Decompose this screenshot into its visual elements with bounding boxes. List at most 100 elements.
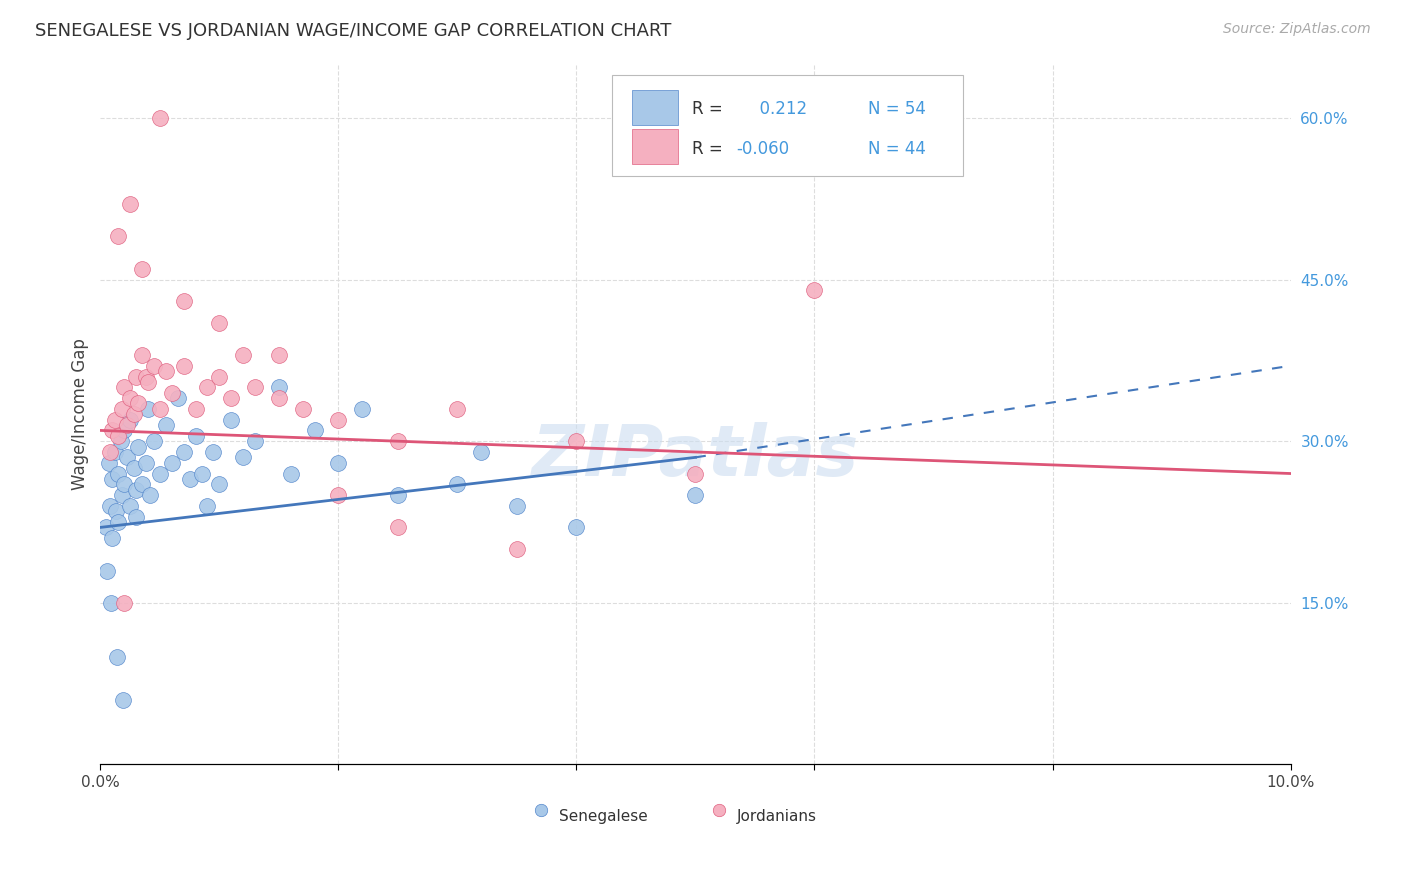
Bar xyxy=(633,90,678,125)
Point xyxy=(150,758,173,772)
Point xyxy=(208,369,231,384)
Point xyxy=(127,440,149,454)
Point xyxy=(232,450,254,465)
Point xyxy=(155,364,177,378)
Point xyxy=(115,450,138,465)
Point xyxy=(97,456,120,470)
Point xyxy=(122,407,145,421)
Point xyxy=(134,758,156,772)
Point xyxy=(104,412,127,426)
Point xyxy=(125,483,148,497)
Point xyxy=(387,434,409,449)
Point xyxy=(96,520,118,534)
Point xyxy=(149,467,172,481)
Point xyxy=(107,515,129,529)
Point xyxy=(166,391,188,405)
Text: N = 44: N = 44 xyxy=(868,140,927,158)
Point xyxy=(98,445,121,459)
Point xyxy=(506,541,529,556)
Point xyxy=(112,596,135,610)
Point xyxy=(127,396,149,410)
Point xyxy=(243,434,266,449)
Point xyxy=(197,380,219,394)
Point xyxy=(149,401,172,416)
Point xyxy=(104,445,127,459)
Point xyxy=(685,488,707,502)
Point xyxy=(291,401,314,416)
Point xyxy=(197,499,219,513)
Point xyxy=(125,369,148,384)
Point xyxy=(267,391,290,405)
Point xyxy=(243,380,266,394)
Point xyxy=(136,401,159,416)
Point xyxy=(803,283,825,297)
Point xyxy=(111,488,134,502)
Point xyxy=(470,445,492,459)
Point xyxy=(105,649,128,664)
Point xyxy=(136,375,159,389)
Point xyxy=(173,445,195,459)
Text: Source: ZipAtlas.com: Source: ZipAtlas.com xyxy=(1223,22,1371,37)
Point xyxy=(131,348,153,362)
Text: SENEGALESE VS JORDANIAN WAGE/INCOME GAP CORRELATION CHART: SENEGALESE VS JORDANIAN WAGE/INCOME GAP … xyxy=(35,22,672,40)
Point xyxy=(131,261,153,276)
Point xyxy=(160,456,183,470)
Point xyxy=(565,434,588,449)
Point xyxy=(179,472,201,486)
Point xyxy=(112,477,135,491)
Point xyxy=(135,456,157,470)
Point xyxy=(122,461,145,475)
Point xyxy=(280,467,302,481)
Text: R =: R = xyxy=(692,140,723,158)
Point xyxy=(107,467,129,481)
Point xyxy=(208,477,231,491)
Point xyxy=(120,499,142,513)
Point xyxy=(104,504,127,518)
Point xyxy=(112,380,135,394)
Point xyxy=(446,477,468,491)
Point xyxy=(232,348,254,362)
Point xyxy=(267,380,290,394)
Point xyxy=(101,424,124,438)
Point xyxy=(160,385,183,400)
Point xyxy=(446,401,468,416)
Bar xyxy=(633,129,678,164)
Point xyxy=(139,488,162,502)
Point xyxy=(115,418,138,433)
Point xyxy=(149,111,172,125)
Point xyxy=(328,456,350,470)
Point xyxy=(387,488,409,502)
Point xyxy=(125,509,148,524)
Point xyxy=(98,499,121,513)
Point xyxy=(685,467,707,481)
Point xyxy=(131,477,153,491)
Point xyxy=(111,693,134,707)
Point xyxy=(110,434,132,449)
Point xyxy=(96,564,118,578)
Point xyxy=(173,294,195,309)
Point xyxy=(100,596,122,610)
Point xyxy=(142,434,165,449)
Point xyxy=(120,197,142,211)
Point xyxy=(304,424,326,438)
Point xyxy=(101,531,124,545)
Point xyxy=(142,359,165,373)
Text: ZIPatlas: ZIPatlas xyxy=(531,422,859,491)
Point xyxy=(107,229,129,244)
Point xyxy=(184,429,207,443)
Point xyxy=(219,412,242,426)
Text: N = 54: N = 54 xyxy=(868,101,927,119)
Point xyxy=(112,424,135,438)
Point xyxy=(120,412,142,426)
Point xyxy=(328,488,350,502)
Text: Jordanians: Jordanians xyxy=(737,810,817,824)
Point xyxy=(565,520,588,534)
Text: Senegalese: Senegalese xyxy=(558,810,647,824)
Point xyxy=(173,359,195,373)
Point xyxy=(101,472,124,486)
Text: 0.212: 0.212 xyxy=(749,101,807,119)
Point xyxy=(387,520,409,534)
Point xyxy=(267,348,290,362)
Point xyxy=(155,418,177,433)
Point xyxy=(135,369,157,384)
